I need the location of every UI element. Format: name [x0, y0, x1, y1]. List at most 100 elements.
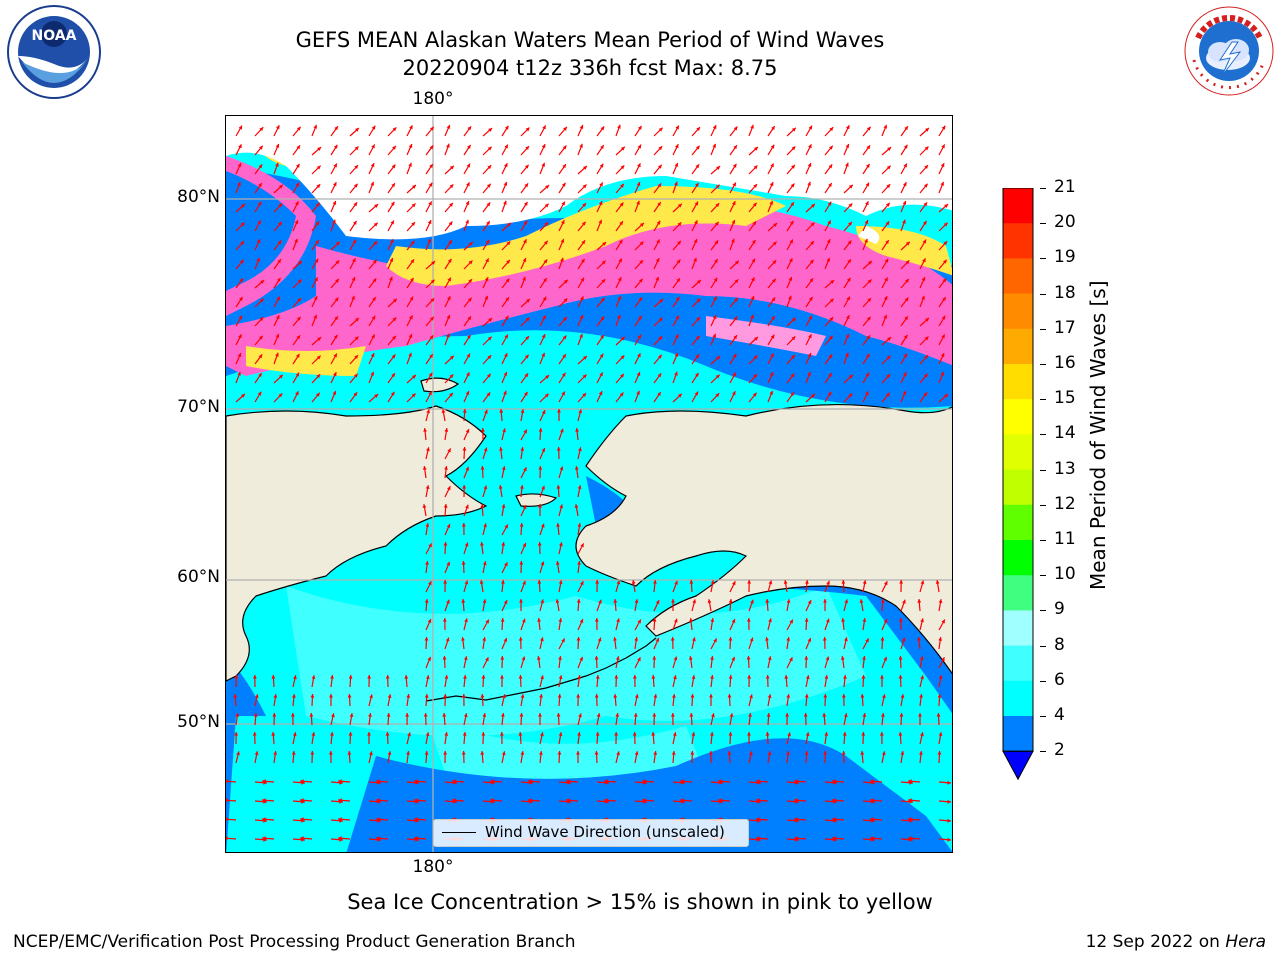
- wind-wave-arrowhead: [805, 580, 809, 584]
- colorbar-bin: [1003, 716, 1033, 752]
- wind-wave-arrowhead: [865, 182, 869, 187]
- colorbar-tick-label: 11: [1054, 529, 1076, 549]
- wind-wave-arrowhead: [559, 466, 564, 471]
- wind-wave-arrowhead: [524, 201, 528, 206]
- wind-wave-arrowhead: [790, 373, 795, 378]
- wind-wave-arrowhead: [599, 353, 604, 358]
- wind-wave-arrowhead: [528, 779, 532, 784]
- wind-wave-arrowhead: [296, 335, 301, 340]
- wind-wave-arrowhead: [561, 201, 565, 206]
- wind-wave-arrowhead: [808, 315, 812, 320]
- wind-wave-arrowhead: [556, 713, 561, 717]
- wind-wave-arrowhead: [672, 732, 677, 737]
- wind-wave-arrowhead: [636, 182, 641, 186]
- wind-wave-arrowhead: [538, 504, 542, 508]
- wind-wave-arrowhead: [541, 144, 546, 149]
- colorbar-tick-label: 21: [1054, 177, 1076, 197]
- wind-wave-arrowhead: [259, 127, 264, 132]
- colorbar-tick-mark: [1040, 293, 1046, 295]
- colorbar-bin: [1003, 469, 1033, 506]
- wind-wave-arrowhead: [902, 599, 906, 604]
- wind-wave-arrowhead: [392, 298, 397, 303]
- wind-wave-arrowhead: [714, 259, 718, 263]
- wind-wave-arrowhead: [272, 713, 277, 717]
- wind-wave-arrowhead: [734, 260, 739, 265]
- wind-wave-arrowhead: [750, 296, 755, 300]
- wind-wave-arrowhead: [504, 163, 508, 168]
- wind-wave-arrowhead: [631, 580, 636, 584]
- wind-wave-arrowhead: [257, 391, 262, 396]
- wind-wave-arrowhead: [240, 241, 244, 245]
- wind-wave-arrowhead: [271, 675, 276, 679]
- wind-wave-arrowhead: [353, 373, 358, 378]
- wind-wave-arrowhead: [870, 798, 874, 803]
- wind-wave-arrowhead: [804, 694, 809, 698]
- wind-wave-arrowhead: [351, 295, 355, 300]
- wind-wave-arrowhead: [614, 732, 619, 736]
- wind-wave-arrowhead: [262, 798, 266, 803]
- wind-wave-arrowhead: [595, 675, 600, 679]
- wind-wave-arrowhead: [253, 713, 258, 717]
- wind-wave-arrowhead: [430, 316, 434, 321]
- wind-wave-arrowhead: [501, 751, 506, 756]
- wind-wave-arrowhead: [329, 694, 333, 698]
- wind-wave-arrowhead: [756, 798, 760, 803]
- wind-wave-arrowhead: [827, 391, 832, 396]
- wind-wave-arrowhead: [241, 394, 245, 398]
- wind-wave-arrowhead: [557, 409, 561, 413]
- wind-wave-arrowhead: [728, 675, 733, 679]
- wind-wave-arrowhead: [332, 201, 337, 205]
- wind-wave-arrowhead: [772, 241, 777, 246]
- wind-wave-arrowhead: [921, 277, 926, 281]
- wind-wave-arrowhead: [652, 618, 657, 622]
- wind-wave-arrowhead: [832, 817, 836, 822]
- wind-wave-arrowhead: [428, 543, 432, 548]
- wind-wave-arrowhead: [576, 751, 580, 755]
- wind-wave-arrowhead: [658, 146, 663, 151]
- wind-wave-arrowhead: [262, 779, 266, 784]
- wind-wave-arrowhead: [226, 798, 228, 803]
- wind-wave-arrowhead: [696, 317, 700, 321]
- wind-wave-arrowhead: [579, 333, 583, 338]
- wind-wave-arrowhead: [750, 599, 754, 604]
- wind-wave-arrowhead: [239, 259, 244, 264]
- wind-wave-arrowhead: [689, 580, 694, 584]
- wind-wave-arrowhead: [425, 732, 430, 736]
- wind-wave-arrowhead: [523, 467, 527, 472]
- wind-wave-arrowhead: [540, 599, 544, 604]
- wind-wave-arrowhead: [841, 751, 846, 755]
- wind-wave-arrowhead: [561, 220, 565, 225]
- wind-wave-arrowhead: [539, 751, 543, 755]
- wind-wave-arrowhead: [898, 618, 903, 622]
- wind-wave-arrowhead: [424, 694, 429, 698]
- wind-wave-arrowhead: [673, 675, 677, 680]
- wind-wave-arrowhead: [462, 447, 467, 451]
- wind-wave-arrowhead: [367, 732, 371, 736]
- latitude-label-80n: 80°N: [177, 187, 220, 207]
- wind-wave-arrowhead: [408, 352, 412, 357]
- wind-wave-arrowhead: [651, 675, 656, 679]
- wind-wave-arrowhead: [828, 164, 833, 169]
- wind-wave-arrowhead: [556, 523, 560, 527]
- wind-wave-arrowhead: [295, 391, 299, 396]
- wind-wave-arrowhead: [791, 127, 796, 132]
- wind-wave-arrowhead: [632, 732, 637, 736]
- wind-wave-arrowhead: [602, 242, 607, 246]
- wind-wave-arrowhead: [354, 355, 358, 359]
- wind-wave-arrowhead: [480, 751, 485, 755]
- wind-wave-arrowhead: [278, 393, 283, 398]
- wind-wave-arrowhead: [315, 221, 320, 226]
- wind-wave-arrowhead: [865, 391, 869, 396]
- wind-wave-arrowhead: [765, 675, 770, 679]
- wind-wave-arrowhead: [710, 732, 714, 736]
- wind-wave-arrowhead: [371, 315, 376, 320]
- wind-wave-arrowhead: [829, 317, 834, 322]
- wind-wave-arrowhead: [712, 333, 716, 338]
- wind-wave-arrowhead: [794, 817, 798, 822]
- wind-wave-arrowhead: [528, 798, 532, 803]
- wind-wave-arrowhead: [334, 316, 338, 321]
- wind-wave-arrowhead: [539, 694, 543, 698]
- colorbar-tick-label: 18: [1054, 282, 1076, 303]
- wind-wave-arrowhead: [579, 619, 584, 623]
- colorbar-bin: [1003, 575, 1033, 611]
